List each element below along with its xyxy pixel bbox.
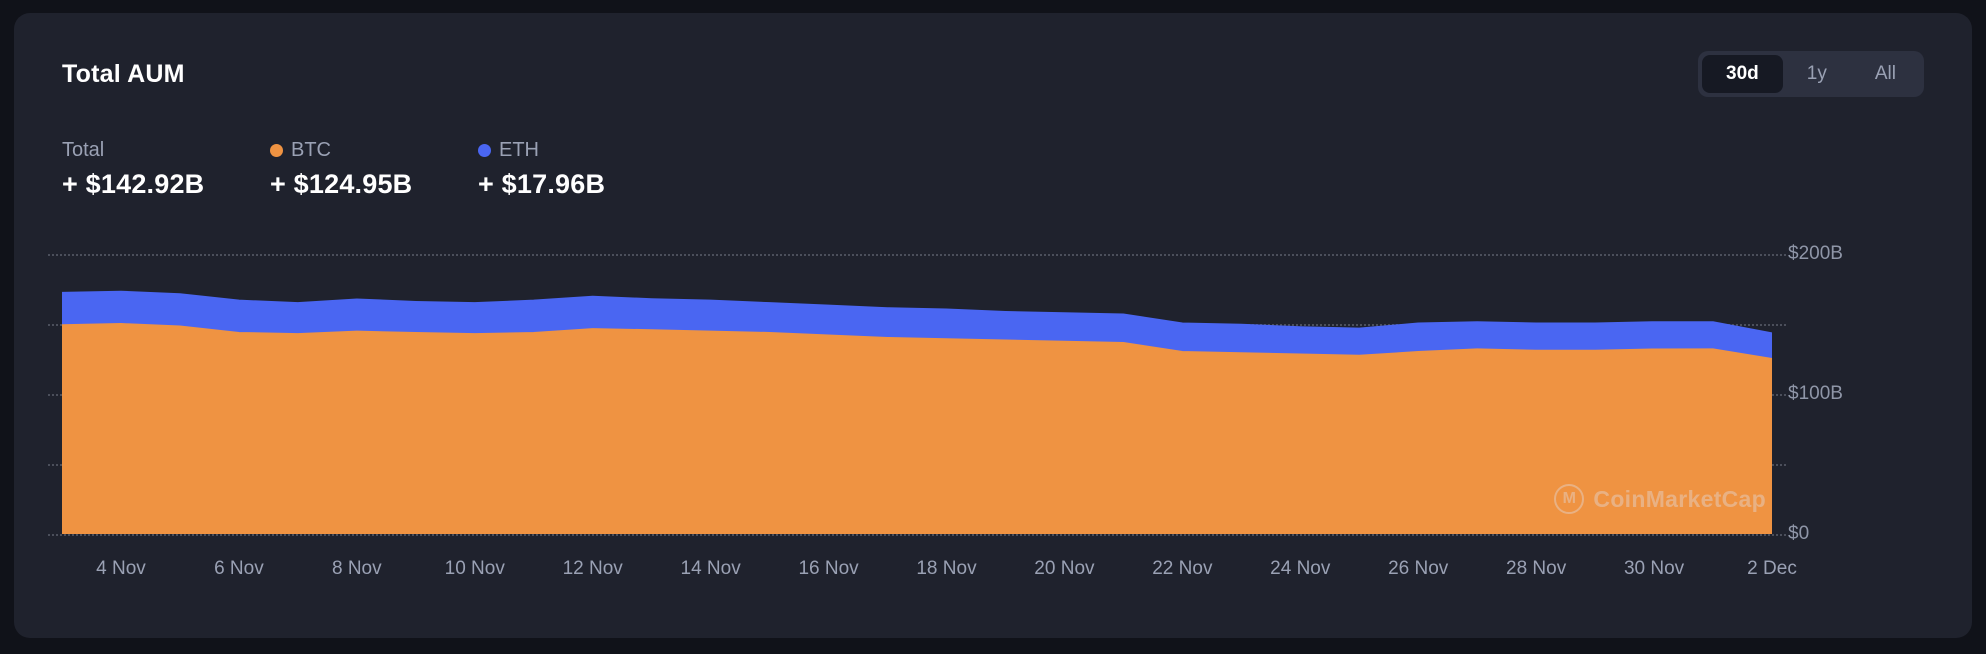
legend-eth-value: + $17.96B [478, 169, 606, 199]
legend-btc-value: + $124.95B [270, 169, 413, 199]
y-axis-label: $100B [1788, 383, 1843, 404]
cmc-logo-icon: M [1554, 484, 1585, 514]
range-option-all[interactable]: All [1851, 55, 1920, 93]
x-axis: 4 Nov 6 Nov 8 Nov 10 Nov 12 Nov 14 Nov 16 Nov 1… [62, 558, 1797, 588]
aum-stacked-area-chart[interactable]: M CoinMarketCap [48, 254, 1786, 536]
chart-area: M CoinMarketCap $200B $100B $0 4 Nov 6 Nov 8… [48, 243, 1924, 588]
legend-total-label: Total [62, 139, 105, 161]
x-axis-label: 14 Nov [680, 558, 741, 579]
stacked-area-svg [62, 290, 1772, 534]
eth-dot-icon [478, 144, 491, 157]
y-axis-label: $0 [1788, 523, 1810, 544]
total-aum-card: Total AUM 30d 1y All Total + $142.92B BT… [14, 13, 1972, 638]
x-axis-label: 22 Nov [1152, 558, 1213, 579]
gridline [48, 254, 1786, 256]
x-axis-label: 16 Nov [798, 558, 859, 579]
x-axis-label: 30 Nov [1623, 558, 1685, 579]
legend-total: Total + $142.92B [62, 139, 270, 200]
btc-dot-icon [270, 144, 283, 157]
range-option-30d[interactable]: 30d [1702, 55, 1783, 93]
card-header: Total AUM 30d 1y All [62, 51, 1924, 97]
legend-btc-label: BTC [291, 139, 331, 161]
x-axis-label: 20 Nov [1034, 558, 1095, 579]
watermark-text: CoinMarketCap [1593, 485, 1766, 512]
x-axis-label: 28 Nov [1506, 558, 1567, 579]
range-option-1y[interactable]: 1y [1783, 55, 1851, 93]
y-axis-label: $200B [1788, 243, 1843, 264]
coinmarketcap-watermark: M CoinMarketCap [1554, 484, 1766, 514]
legend-btc: BTC + $124.95B [270, 139, 478, 200]
legend-eth: ETH + $17.96B [478, 139, 686, 200]
gridline [48, 534, 1786, 536]
chart-legend: Total + $142.92B BTC + $124.95B ETH + $1… [62, 139, 1924, 200]
x-axis-label: 12 Nov [562, 558, 623, 579]
x-axis-label: 26 Nov [1388, 558, 1449, 579]
x-axis-label: 24 Nov [1270, 558, 1331, 579]
legend-total-value: + $142.92B [62, 169, 205, 199]
x-axis-label: 4 Nov [96, 558, 146, 579]
x-axis-label: 8 Nov [331, 558, 382, 579]
x-axis-label: 10 Nov [444, 558, 505, 579]
y-axis: $200B $100B $0 [1772, 243, 1924, 544]
legend-eth-label: ETH [499, 139, 539, 161]
page-title: Total AUM [62, 59, 185, 88]
x-axis-label: 2 Dec [1747, 558, 1797, 579]
x-axis-label: 18 Nov [916, 558, 977, 579]
x-axis-label: 6 Nov [214, 558, 264, 579]
time-range-toggle: 30d 1y All [1698, 51, 1924, 97]
